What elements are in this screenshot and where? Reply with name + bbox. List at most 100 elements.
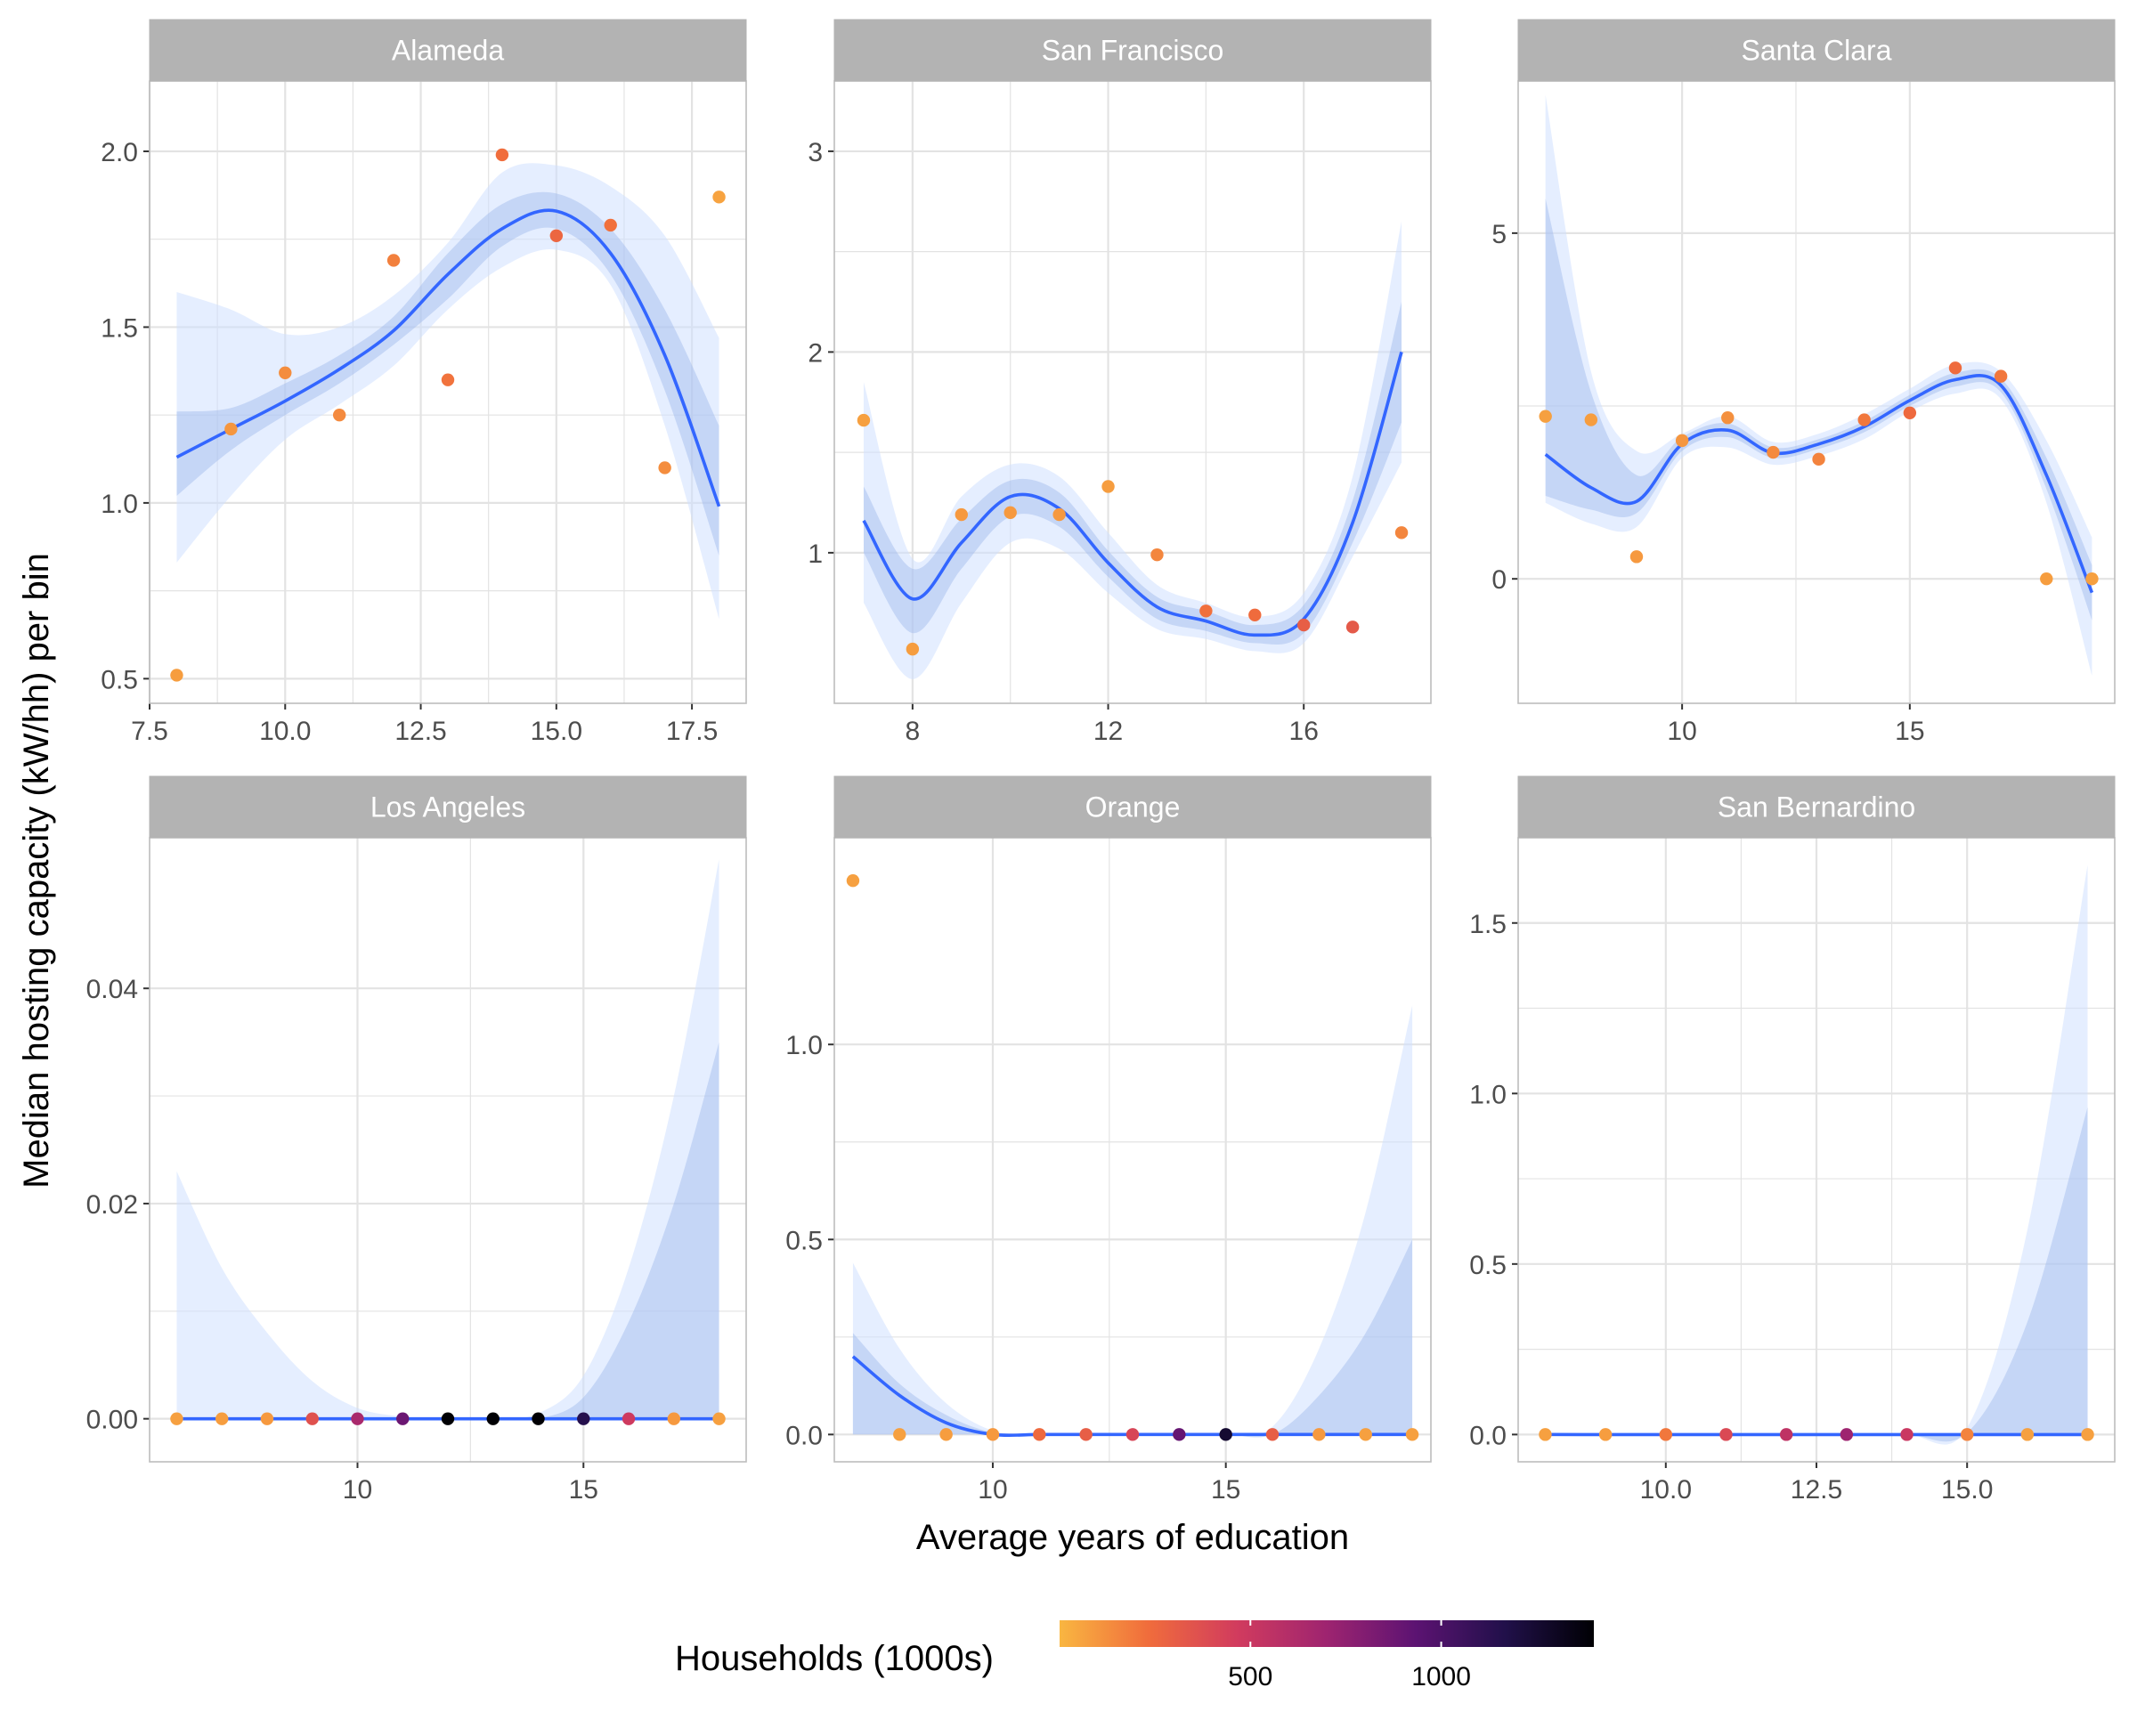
y-tick-label: 2 [808, 338, 823, 368]
confidence-band-outer [1545, 94, 2092, 676]
data-point [1394, 526, 1409, 539]
data-point [658, 461, 671, 475]
data-point [1659, 1428, 1673, 1441]
data-point [351, 1412, 364, 1425]
facet-strip-label: Orange [1085, 791, 1181, 823]
data-point [846, 873, 860, 888]
y-tick-label: 0.5 [785, 1226, 823, 1255]
facet-strip [833, 19, 1432, 82]
data-point [1539, 1428, 1552, 1441]
x-tick-label: 10.0 [1640, 1475, 1692, 1505]
data-point [1598, 1428, 1613, 1441]
panel-san-bernardino: 10.0 12.5 15.0 0.0 0.5 1.0 1.5 San Bernardino [1469, 775, 2116, 1505]
data-point [495, 148, 509, 162]
data-point [386, 254, 401, 267]
confidence-band-inner [176, 191, 719, 556]
y-tick-label: 0.00 [86, 1406, 138, 1435]
data-point [396, 1412, 410, 1425]
y-tick-label: 0.04 [86, 975, 138, 1004]
data-point [1052, 507, 1066, 522]
data-point [622, 1412, 636, 1425]
y-tick-label: 0.0 [785, 1421, 823, 1450]
y-tick-label: 1.5 [101, 313, 138, 343]
panel-plot-area [846, 873, 1419, 1441]
y-tick-label: 2.0 [101, 138, 138, 167]
x-tick-label: 15.0 [531, 717, 582, 746]
data-point [1150, 548, 1164, 562]
data-point [279, 366, 292, 379]
y-tick-label: 1.0 [1469, 1080, 1507, 1109]
color-legend: Households (1000s) 500 1000 [675, 1620, 1594, 1691]
y-tick-label: 1.0 [101, 490, 138, 519]
panel-orange: 10 15 0.0 0.5 1.0 Orange [785, 775, 1432, 1505]
x-tick-label: 15 [569, 1475, 598, 1505]
data-point [712, 191, 726, 204]
data-point [1297, 618, 1311, 632]
data-point [1101, 480, 1115, 493]
x-tick-label: 12 [1093, 717, 1123, 746]
data-point [604, 218, 617, 232]
data-point [1345, 621, 1360, 634]
facet-strip [833, 775, 1432, 839]
x-tick-label: 10 [1667, 717, 1696, 746]
x-tick-label: 17.5 [666, 717, 718, 746]
y-tick-label: 1.0 [785, 1031, 823, 1060]
confidence-band-outer [176, 163, 719, 620]
x-tick-label: 12.5 [1791, 1475, 1842, 1505]
data-point [1675, 434, 1689, 448]
x-tick-label: 8 [906, 717, 921, 746]
trend-line [862, 351, 1403, 637]
data-point [1003, 506, 1017, 519]
facet-strip-label: Los Angeles [370, 791, 525, 823]
y-axis-title: Median hosting capacity (kW/hh) per bin [17, 553, 56, 1188]
data-point [1629, 550, 1644, 564]
data-point [1312, 1428, 1326, 1441]
data-point [441, 1412, 455, 1425]
data-point [305, 1412, 319, 1425]
data-point [2020, 1428, 2035, 1441]
y-tick-label: 0.5 [101, 665, 138, 694]
data-point [2081, 1428, 2094, 1441]
panel-plot-area [857, 221, 1409, 679]
legend-colorbar [1060, 1620, 1594, 1647]
data-point [1719, 1428, 1733, 1441]
data-point [1248, 608, 1262, 621]
data-point [1900, 1428, 1914, 1441]
facet-strip [149, 19, 747, 82]
data-point [170, 1412, 183, 1425]
x-tick-label: 15 [1211, 1475, 1240, 1505]
x-tick-label: 15 [1895, 717, 1924, 746]
x-tick-label: 12.5 [394, 717, 446, 746]
data-point [1948, 361, 1962, 375]
x-tick-label: 15.0 [1941, 1475, 1993, 1505]
y-tick-label: 0.5 [1469, 1251, 1507, 1280]
data-point [170, 669, 183, 682]
facet-panels: 7.5 10.0 12.5 15.0 17.5 0.5 1.0 1.5 2.0 Alameda 8 1… [86, 19, 2116, 1505]
x-tick-label: 7.5 [131, 717, 168, 746]
x-tick-label: 10 [343, 1475, 372, 1505]
x-tick-label: 16 [1289, 717, 1319, 746]
facet-strip [149, 775, 747, 839]
data-point [486, 1412, 500, 1425]
y-tick-label: 5 [1491, 220, 1507, 249]
facet-strip [1517, 775, 2116, 839]
confidence-band-inner [1545, 1107, 2088, 1442]
data-point [1779, 1428, 1793, 1441]
y-tick-label: 0.0 [1469, 1421, 1507, 1450]
data-point [1721, 411, 1735, 425]
y-tick-label: 0 [1491, 565, 1507, 595]
data-point [1539, 410, 1552, 423]
data-point [667, 1412, 680, 1425]
data-point [1173, 1428, 1186, 1441]
facet-strip-label: Alameda [392, 35, 505, 67]
panel-background [1518, 81, 2115, 703]
x-axis-title: Average years of education [916, 1518, 1349, 1557]
panel-los-angeles: 10 15 0.00 0.02 0.04 Los Angeles [86, 775, 747, 1505]
trend-line [1544, 374, 2094, 594]
data-point [986, 1428, 1000, 1441]
data-point [906, 642, 920, 656]
data-point [1033, 1428, 1046, 1441]
data-point [1219, 1428, 1232, 1441]
